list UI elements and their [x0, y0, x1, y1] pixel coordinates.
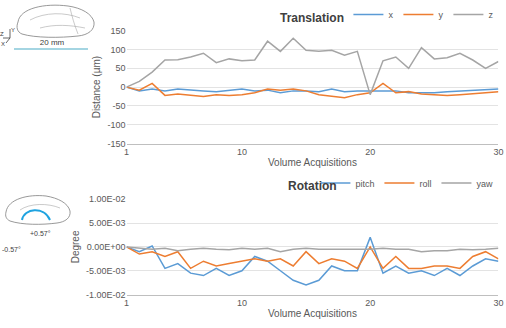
svg-text:100: 100	[110, 45, 125, 55]
svg-text:Volume Acquisitions: Volume Acquisitions	[268, 157, 357, 168]
svg-text:-5.00E-03: -5.00E-03	[86, 266, 126, 276]
svg-text:x: x	[388, 10, 393, 20]
svg-text:150: 150	[110, 26, 125, 36]
svg-text:Z: Z	[0, 31, 4, 37]
svg-text:Rotation: Rotation	[288, 179, 337, 193]
svg-text:20: 20	[365, 298, 375, 308]
svg-text:10: 10	[237, 147, 247, 157]
svg-text:X: X	[1, 41, 5, 47]
svg-text:5.00E-03: 5.00E-03	[89, 218, 126, 228]
svg-text:roll: roll	[419, 179, 431, 189]
svg-text:Volume Acquisitions: Volume Acquisitions	[268, 308, 357, 319]
svg-text:1.00E-02: 1.00E-02	[89, 194, 126, 204]
svg-text:30: 30	[493, 147, 503, 157]
svg-text:1: 1	[124, 298, 129, 308]
svg-text:Degree: Degree	[70, 230, 81, 263]
svg-text:10: 10	[237, 298, 247, 308]
svg-text:Distance (µm): Distance (µm)	[91, 56, 102, 118]
svg-text:0.00E+00: 0.00E+00	[87, 242, 126, 252]
svg-text:-150: -150	[107, 139, 125, 149]
svg-text:30: 30	[493, 298, 503, 308]
svg-text:20: 20	[365, 147, 375, 157]
svg-text:50: 50	[115, 63, 125, 73]
svg-text:yaw: yaw	[476, 179, 493, 189]
svg-text:Y: Y	[11, 27, 15, 33]
svg-text:+0.57°: +0.57°	[30, 230, 51, 237]
svg-text:-1.00E-02: -1.00E-02	[86, 290, 126, 300]
svg-text:z: z	[488, 10, 493, 20]
svg-text:0: 0	[120, 82, 125, 92]
svg-text:-100: -100	[107, 120, 125, 130]
svg-text:Translation: Translation	[280, 11, 344, 25]
svg-text:-50: -50	[112, 101, 125, 111]
svg-text:pitch: pitch	[355, 179, 374, 189]
svg-text:y: y	[438, 10, 443, 20]
svg-text:-0.57°: -0.57°	[2, 246, 21, 253]
svg-text:20 mm: 20 mm	[40, 38, 65, 47]
svg-text:1: 1	[124, 147, 129, 157]
